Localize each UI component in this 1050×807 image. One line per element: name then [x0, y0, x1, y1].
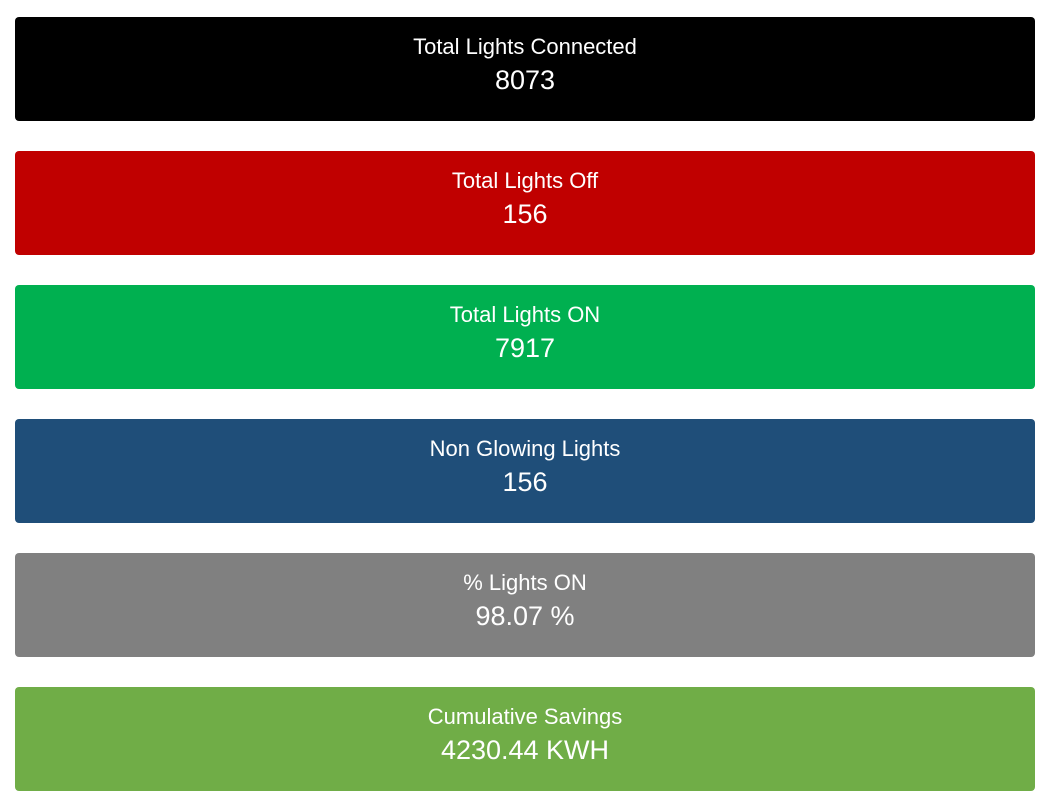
card-total-lights-off: Total Lights Off 156 [15, 151, 1035, 255]
card-label: Total Lights Connected [413, 34, 637, 59]
card-label: % Lights ON [463, 570, 587, 595]
card-label: Total Lights Off [451, 168, 599, 193]
card-value: 156 [502, 199, 548, 229]
card-total-lights-connected: Total Lights Connected 8073 [15, 17, 1035, 121]
card-value: 156 [502, 467, 548, 497]
card-percent-lights-on: % Lights ON 98.07 % [15, 553, 1035, 657]
card-label: Non Glowing Lights [429, 436, 621, 461]
card-value: 98.07 % [475, 601, 575, 631]
card-label: Cumulative Savings [427, 704, 623, 729]
card-value: 4230.44 KWH [440, 735, 610, 765]
card-total-lights-on: Total Lights ON 7917 [15, 285, 1035, 389]
card-non-glowing-lights: Non Glowing Lights 156 [15, 419, 1035, 523]
card-value: 8073 [494, 65, 556, 95]
card-cumulative-savings: Cumulative Savings 4230.44 KWH [15, 687, 1035, 791]
card-value: 7917 [494, 333, 556, 363]
card-label: Total Lights ON [449, 302, 601, 327]
stats-panel: Total Lights Connected 8073 Total Lights… [15, 17, 1035, 791]
